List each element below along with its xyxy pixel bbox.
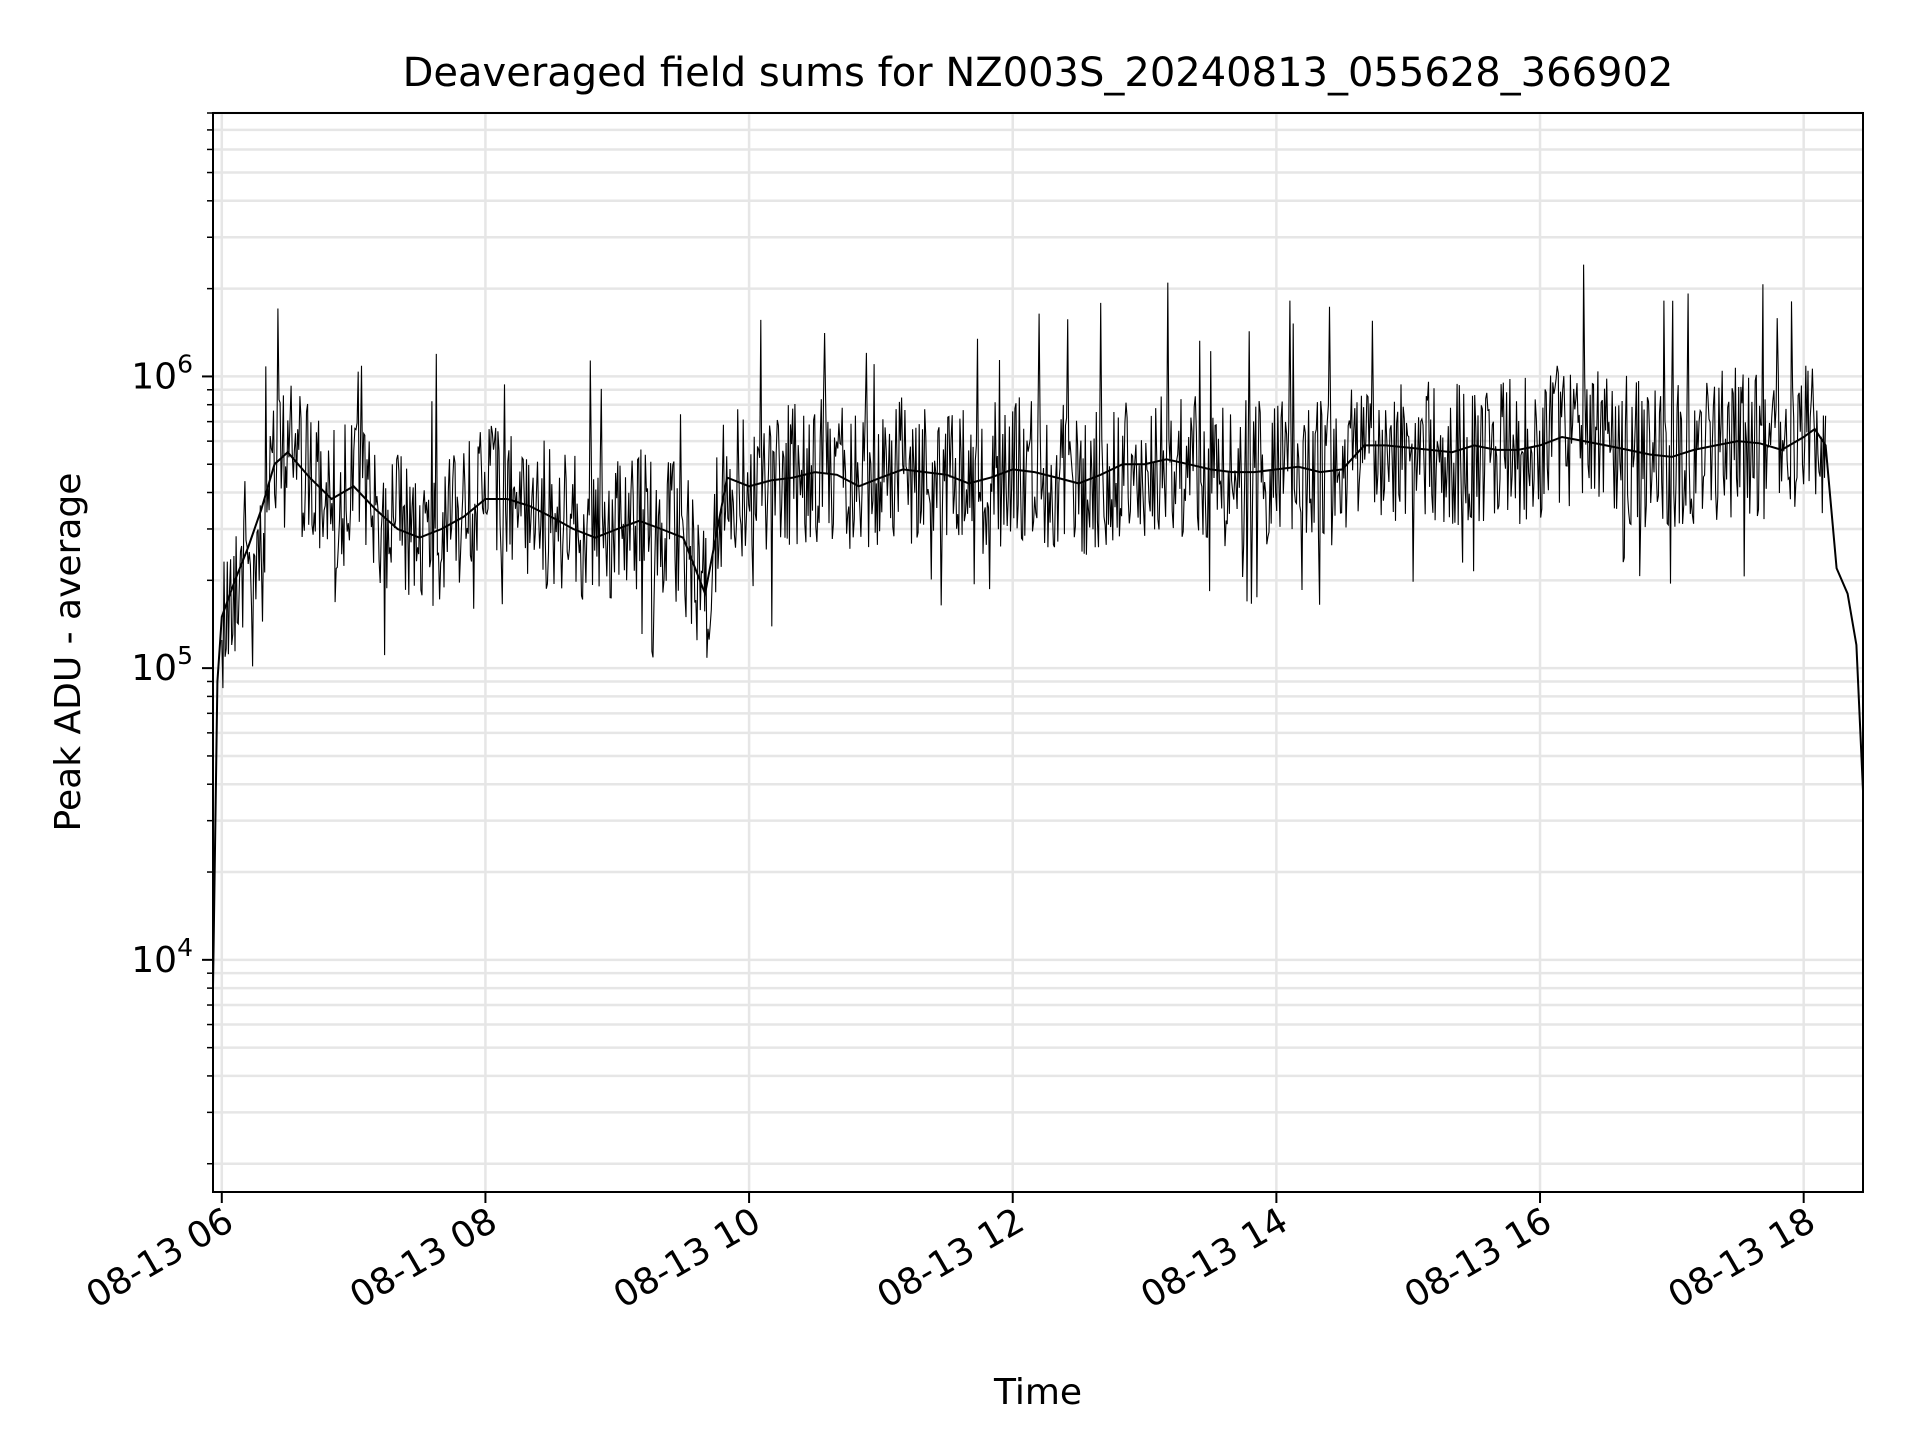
noise-spikes xyxy=(221,264,1827,689)
plot-frame xyxy=(212,112,1864,1193)
series-noise xyxy=(221,264,1827,689)
y-axis-label: Peak ADU - average xyxy=(48,473,89,832)
x-axis-label: Time xyxy=(993,1372,1082,1413)
data-series xyxy=(212,427,1864,989)
y-tick-label: 105 xyxy=(131,641,193,689)
y-tick-label: 106 xyxy=(131,349,193,397)
series-trace xyxy=(212,427,1864,989)
chart-title: Deaveraged field sums for NZ003S_2024081… xyxy=(403,50,1674,96)
y-tick-label: 104 xyxy=(131,933,193,981)
